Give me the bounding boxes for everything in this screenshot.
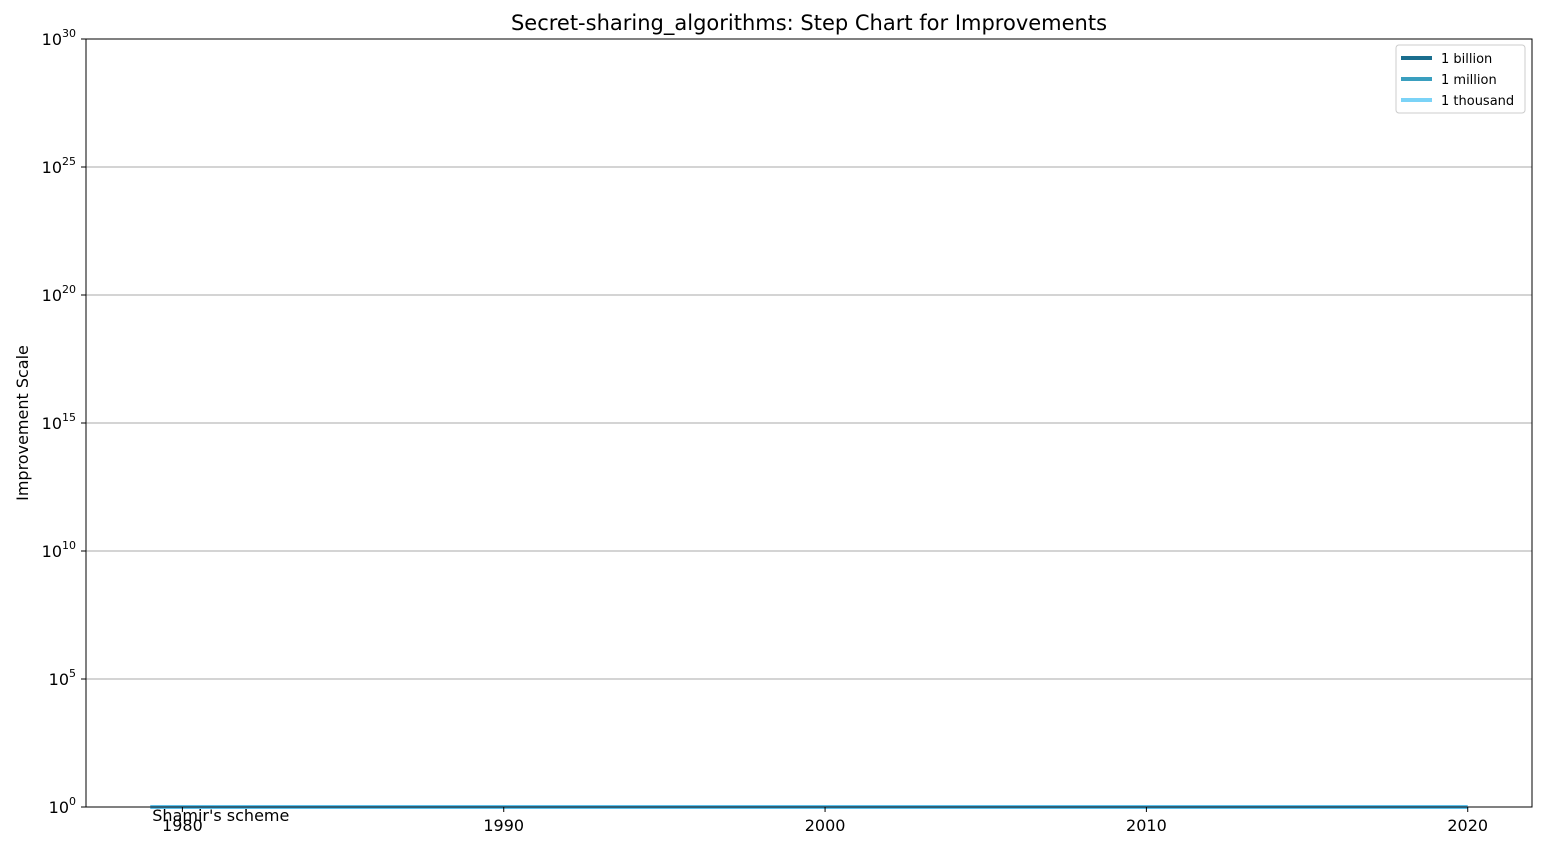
annotation-label: Shamir's scheme bbox=[152, 806, 289, 825]
y-tick-label: 1015 bbox=[42, 411, 76, 433]
y-axis-label: Improvement Scale bbox=[13, 345, 32, 501]
annotations: Shamir's scheme bbox=[152, 806, 289, 825]
y-tick-label: 1025 bbox=[42, 155, 76, 177]
x-tick-label: 2000 bbox=[805, 816, 846, 835]
legend-label: 1 thousand bbox=[1441, 94, 1514, 109]
x-axis: 1980 1990 2000 2010 2020 bbox=[162, 807, 1488, 835]
x-tick-label: 1990 bbox=[483, 816, 524, 835]
y-tick-label: 105 bbox=[49, 667, 76, 689]
x-tick-label: 1980 bbox=[162, 816, 203, 835]
legend-box bbox=[1395, 44, 1526, 114]
y-axis: 100 105 1010 1015 1020 1025 1030 bbox=[42, 27, 86, 817]
x-tick-label: 2010 bbox=[1126, 816, 1167, 835]
grid-lines bbox=[86, 38, 1532, 808]
legend-label: 1 million bbox=[1441, 73, 1497, 88]
chart-title: Secret-sharing_algorithms: Step Chart fo… bbox=[511, 11, 1107, 36]
x-tick-label: 2020 bbox=[1447, 816, 1488, 835]
y-tick-label: 1030 bbox=[42, 27, 76, 49]
legend: 1 billion 1 million 1 thousand bbox=[1395, 44, 1526, 114]
y-tick-label: 1020 bbox=[42, 283, 76, 305]
y-tick-label: 100 bbox=[49, 795, 76, 817]
legend-label: 1 billion bbox=[1441, 52, 1492, 67]
y-tick-label: 1010 bbox=[42, 539, 76, 561]
